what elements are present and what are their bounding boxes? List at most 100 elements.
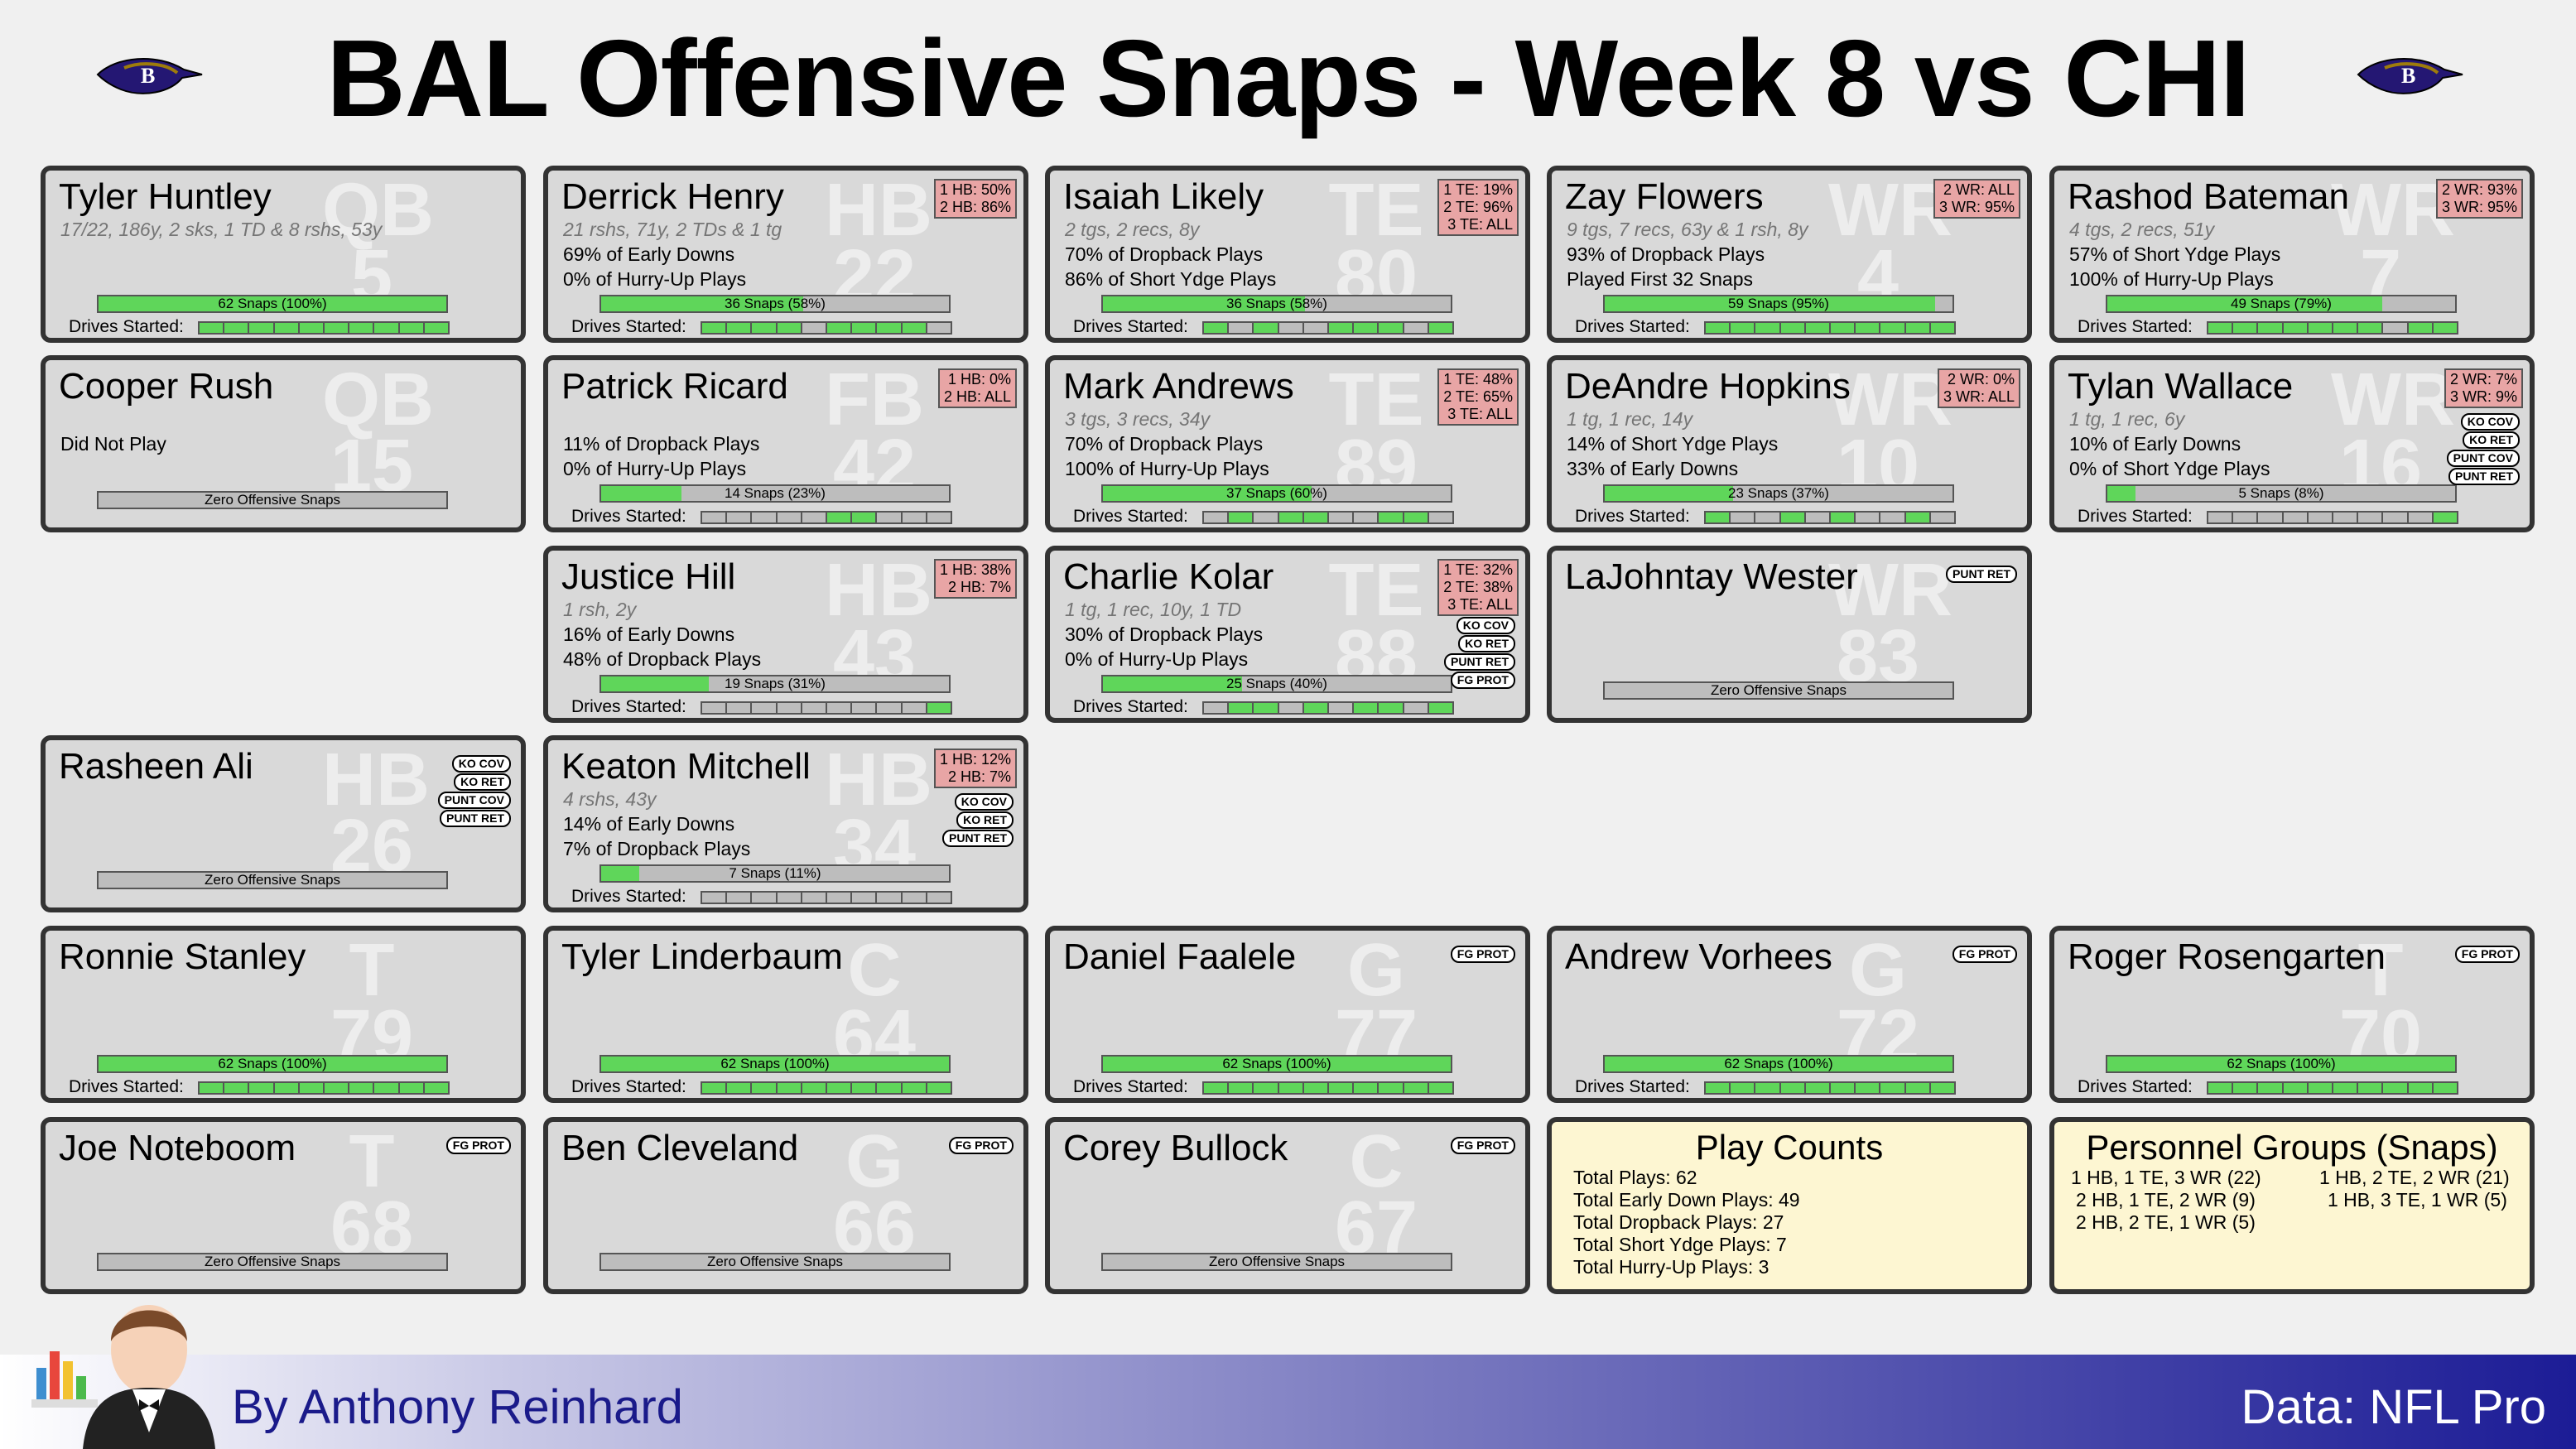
snap-count: 36 Snaps (58%) [725, 296, 826, 311]
drive-segment [827, 893, 853, 903]
drives-track [198, 1081, 450, 1095]
stat-line: 21 rshs, 71y, 2 TDs & 1 tg [563, 219, 782, 240]
snap-bar-fill [2107, 486, 2135, 501]
snap-bar-fill [99, 1057, 446, 1071]
position-label: WR [1828, 549, 1952, 632]
personnel-share-box: 2 WR: 93% 3 WR: 95% [2435, 179, 2523, 219]
drive-segment [1329, 323, 1355, 333]
drive-segment [702, 893, 728, 903]
author-credit: By Anthony Reinhard [232, 1380, 683, 1434]
snap-count: 49 Snaps (79%) [2231, 296, 2332, 311]
drive-segment [2408, 323, 2434, 333]
drive-segment [2233, 1083, 2259, 1093]
drive-segment [877, 1083, 903, 1093]
drive-segment [1303, 1083, 1330, 1093]
drive-segment [1404, 323, 1429, 333]
position-label: FB [825, 359, 924, 441]
usage-line: 33% of Early Downs [1567, 458, 1739, 479]
drive-segment [2258, 513, 2284, 522]
drive-segment [727, 703, 753, 713]
drive-segment [2383, 513, 2409, 522]
usage-line: 0% of Short Ydge Plays [2069, 458, 2270, 479]
drive-segment [752, 1083, 778, 1093]
special-teams-badge: PUNT RET [1444, 653, 1515, 671]
player-card: G 66 Ben Cleveland Zero Offensive Snaps FG P… [543, 1117, 1028, 1294]
special-teams-tags: KO COV KO RET PUNT COV PUNT RET [2446, 413, 2520, 485]
player-card: WR 4 Zay Flowers 9 tgs, 7 recs, 63y & 1 rsh… [1547, 166, 2032, 343]
player-name: Cooper Rush [59, 366, 274, 407]
player-name: Derrick Henry [561, 176, 784, 217]
player-name: Keaton Mitchell [561, 746, 811, 787]
snap-count: 14 Snaps (23%) [725, 485, 826, 501]
special-teams-tags: FG PROT [1450, 1137, 1515, 1154]
drive-segment [1354, 513, 1379, 522]
personnel-share-box: 2 WR: 0% 3 WR: ALL [1937, 368, 2020, 408]
player-card: G 77 Daniel Faalele 62 Snaps (100%) Drives S… [1045, 926, 1530, 1103]
personnel-share-line: 1 HB: 50% [939, 181, 1011, 198]
drive-segment [2283, 1083, 2309, 1093]
snap-bar: 62 Snaps (100%) [2106, 1055, 2457, 1073]
drive-segment [727, 893, 753, 903]
drive-segment [852, 1083, 878, 1093]
player-card: C 64 Tyler Linderbaum 62 Snaps (100%) Drives… [543, 926, 1028, 1103]
drive-segment [1229, 703, 1254, 713]
personnel-share-line: 2 WR: 93% [2441, 181, 2517, 198]
jersey-watermark: TE 89 [1327, 363, 1426, 503]
snap-bar-fill [1103, 1057, 1451, 1071]
snap-bar-fill [601, 296, 803, 311]
snap-bar: Zero Offensive Snaps [97, 491, 448, 509]
stat-line: 1 tg, 1 rec, 10y, 1 TD [1065, 599, 1242, 620]
drive-segment [2233, 513, 2259, 522]
snap-bar: 36 Snaps (58%) [599, 295, 951, 313]
drive-segment [778, 703, 802, 713]
waiter-mascot-icon [31, 1305, 215, 1449]
drive-segment [1279, 323, 1304, 333]
player-name: Mark Andrews [1063, 366, 1294, 407]
drive-segment [1404, 1083, 1429, 1093]
drive-segment [778, 513, 802, 522]
drive-segment [1831, 513, 1856, 522]
personnel-share-line: 3 WR: 95% [1938, 199, 2015, 215]
drive-segment [1329, 513, 1355, 522]
usage-line: 69% of Early Downs [563, 243, 735, 265]
usage-line: 57% of Short Ydge Plays [2069, 243, 2281, 265]
personnel-share-line: 2 TE: 65% [1443, 388, 1513, 405]
drive-segment [1304, 323, 1330, 333]
drive-segment [349, 323, 375, 333]
position-label: WR [1828, 359, 1952, 441]
personnel-card: Personnel Groups (Snaps) 1 HB, 1 TE, 3 W… [2049, 1117, 2535, 1294]
drives-track [2207, 1081, 2458, 1095]
position-label: G [1346, 929, 1405, 1012]
personnel-title: Personnel Groups (Snaps) [2086, 1128, 2498, 1167]
position-label: T [349, 1120, 395, 1203]
drive-segment [2258, 323, 2284, 333]
drive-segment [827, 323, 853, 333]
snap-count: 36 Snaps (58%) [1226, 296, 1327, 311]
personnel-share-line: 2 HB: 7% [947, 579, 1011, 595]
player-card: TE 88 Charlie Kolar 1 tg, 1 rec, 10y, 1 TD 3… [1045, 546, 1530, 723]
drive-segment [877, 513, 903, 522]
drives-started-label: Drives Started: [1575, 317, 1690, 336]
drive-segment [200, 1083, 225, 1093]
snap-bar-fill [1103, 676, 1242, 691]
stat-line: 2 tgs, 2 recs, 8y [1065, 219, 1200, 240]
play-counts-card: Play Counts Total Plays: 62 Total Early … [1547, 1117, 2032, 1294]
player-name: Ronnie Stanley [59, 936, 306, 977]
drive-segment [1204, 323, 1230, 333]
personnel-line: 2 HB, 2 TE, 1 WR (5) [2076, 1211, 2256, 1233]
jersey-watermark: T 79 [322, 933, 421, 1074]
drive-segment [249, 323, 275, 333]
jersey-watermark: QB 15 [322, 363, 434, 503]
usage-line: 30% of Dropback Plays [1065, 623, 1264, 645]
drive-segment [1429, 513, 1452, 522]
player-name: Roger Rosengarten [2068, 936, 2386, 977]
drive-segment [727, 1083, 753, 1093]
usage-line: 10% of Early Downs [2069, 433, 2241, 455]
player-card: WR 7 Rashod Bateman 4 tgs, 2 recs, 51y 57% o… [2049, 166, 2535, 343]
player-card: WR 16 Tylan Wallace 1 tg, 1 rec, 6y 10% of E… [2049, 355, 2535, 532]
personnel-share-line: 2 WR: 7% [2449, 371, 2517, 388]
drive-segment [2358, 513, 2384, 522]
player-name: Tylan Wallace [2068, 366, 2294, 407]
snap-count: Zero Offensive Snaps [204, 1254, 341, 1269]
drive-segment [1856, 1083, 1881, 1093]
